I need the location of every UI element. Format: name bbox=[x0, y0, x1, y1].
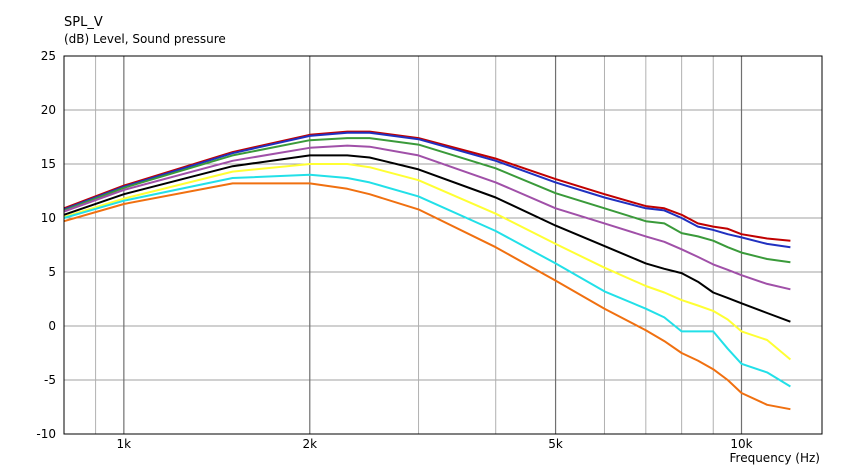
y-tick-label: -10 bbox=[36, 427, 56, 441]
series-line-1 bbox=[63, 130, 791, 242]
y-ticks: 25 20 15 10 5 0 -5 -10 bbox=[36, 49, 56, 441]
grid bbox=[64, 55, 822, 435]
series-line-3 bbox=[63, 137, 791, 264]
series-line-8 bbox=[63, 182, 791, 411]
x-axis-label: Frequency (Hz) bbox=[730, 451, 821, 465]
y-tick-label: 20 bbox=[41, 103, 56, 117]
series-line-6 bbox=[63, 163, 792, 361]
series-line-7 bbox=[63, 173, 791, 388]
y-tick-label: 0 bbox=[48, 319, 56, 333]
y-tick-label: -5 bbox=[44, 373, 56, 387]
series-line-2 bbox=[63, 131, 791, 249]
x-tick-label: 1k bbox=[117, 437, 132, 451]
y-axis-label: (dB) Level, Sound pressure bbox=[64, 32, 226, 46]
y-tick-label: 25 bbox=[41, 49, 56, 63]
chart-title: SPL_V bbox=[64, 15, 103, 30]
series-line-4 bbox=[63, 144, 791, 291]
plot-frame bbox=[63, 55, 823, 435]
x-tick-label: 10k bbox=[730, 437, 752, 451]
y-tick-label: 10 bbox=[41, 211, 56, 225]
x-tick-label: 5k bbox=[548, 437, 563, 451]
series-line-5 bbox=[63, 154, 791, 323]
x-ticks: 1k 2k 5k 10k bbox=[117, 437, 753, 451]
y-tick-label: 15 bbox=[41, 157, 56, 171]
y-tick-label: 5 bbox=[48, 265, 56, 279]
x-tick-label: 2k bbox=[302, 437, 317, 451]
series-group bbox=[63, 130, 792, 411]
